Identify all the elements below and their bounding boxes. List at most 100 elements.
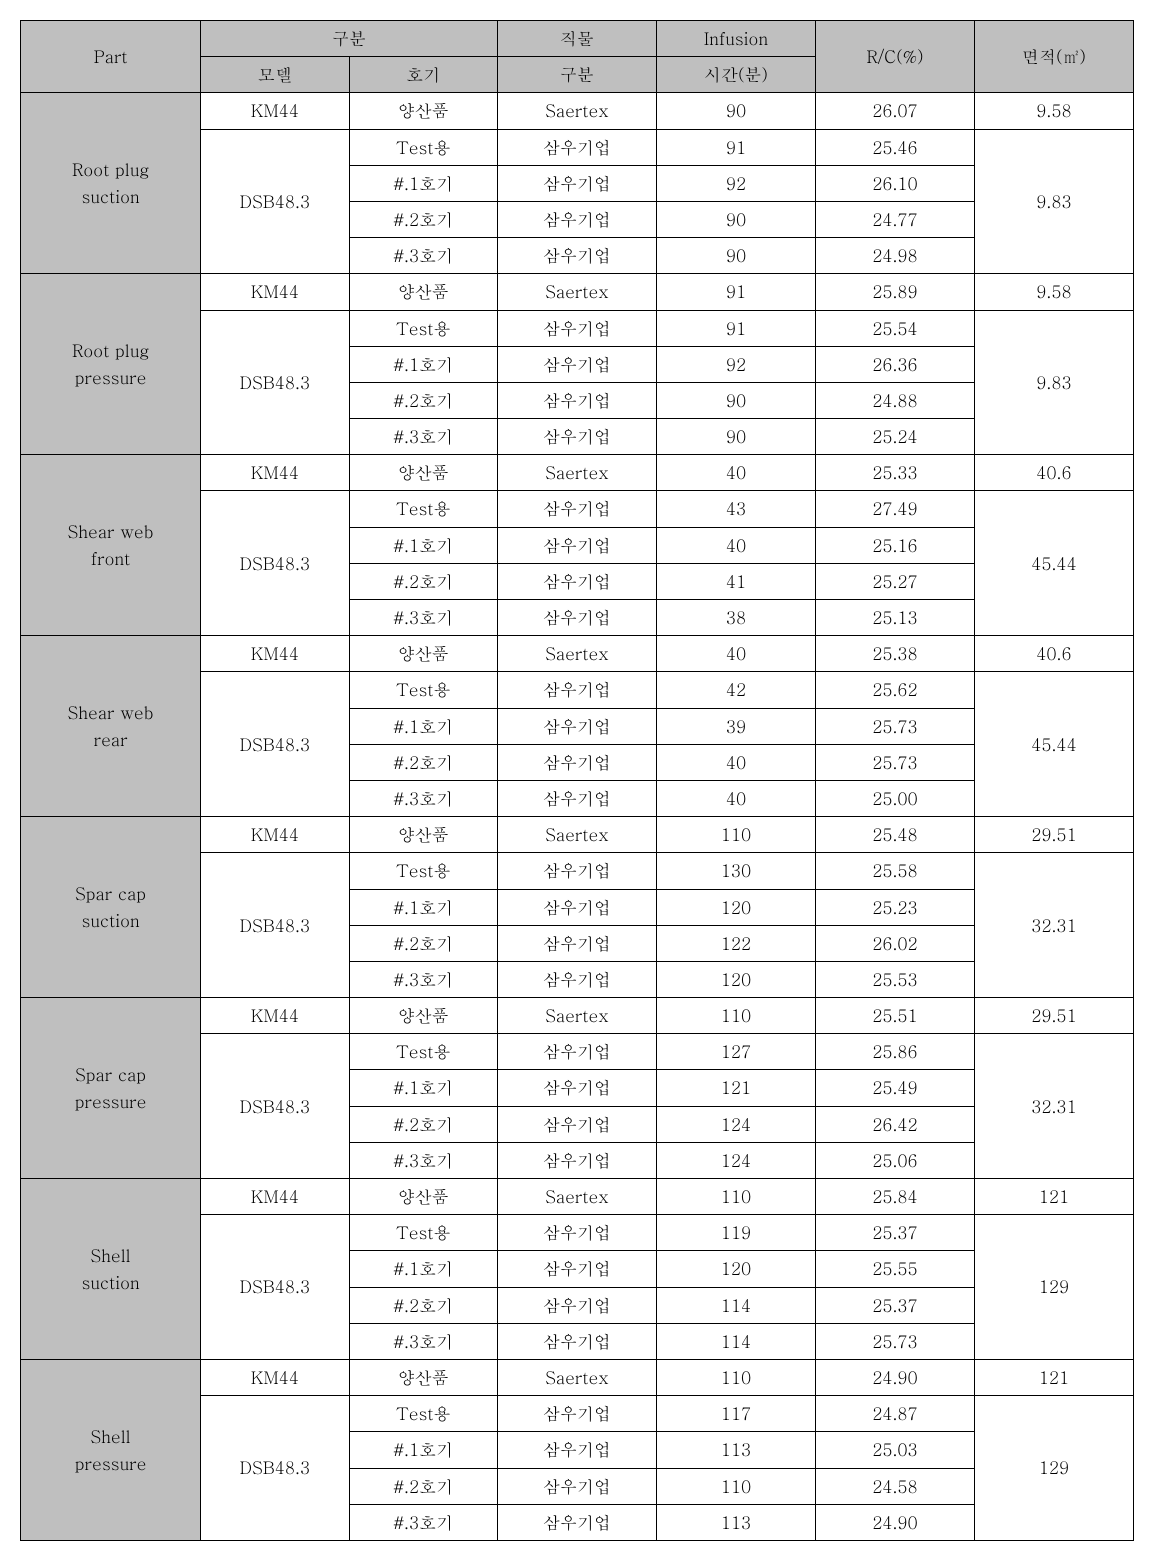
rc-cell: 25.55 [815, 1251, 974, 1287]
time-cell: 90 [656, 382, 815, 418]
area-cell: 29.51 [974, 998, 1133, 1034]
hogi-cell: #.2호기 [349, 563, 497, 599]
fabric-cell: 삼우기업 [497, 563, 656, 599]
hogi-cell: 양산품 [349, 636, 497, 672]
header-hogi: 호기 [349, 57, 497, 93]
hogi-cell: #.2호기 [349, 201, 497, 237]
part-name-cell: Root plugpressure [21, 274, 201, 455]
header-gubun: 구분 [201, 21, 498, 57]
fabric-cell: 삼우기업 [497, 1468, 656, 1504]
time-cell: 40 [656, 636, 815, 672]
hogi-cell: 양산품 [349, 998, 497, 1034]
hogi-cell: #.1호기 [349, 1070, 497, 1106]
hogi-cell: #.2호기 [349, 1106, 497, 1142]
fabric-cell: 삼우기업 [497, 1106, 656, 1142]
model-cell: KM44 [201, 1359, 349, 1395]
fabric-cell: 삼우기업 [497, 780, 656, 816]
hogi-cell: #.2호기 [349, 1287, 497, 1323]
hogi-cell: 양산품 [349, 1359, 497, 1395]
area-cell: 45.44 [974, 491, 1133, 636]
rc-cell: 25.54 [815, 310, 974, 346]
model-cell: KM44 [201, 455, 349, 491]
time-cell: 120 [656, 889, 815, 925]
model-cell: DSB48.3 [201, 1396, 349, 1541]
rc-cell: 27.49 [815, 491, 974, 527]
area-cell: 9.83 [974, 129, 1133, 274]
hogi-cell: #.1호기 [349, 1251, 497, 1287]
hogi-cell: #.3호기 [349, 1504, 497, 1540]
header-infusion-l2: 시간(분) [656, 57, 815, 93]
fabric-cell: 삼우기업 [497, 1142, 656, 1178]
fabric-cell: 삼우기업 [497, 925, 656, 961]
area-cell: 29.51 [974, 817, 1133, 853]
rc-cell: 25.86 [815, 1034, 974, 1070]
model-cell: KM44 [201, 274, 349, 310]
rc-cell: 26.02 [815, 925, 974, 961]
data-table: Part 구분 직물 Infusion R/C(%) 면적(㎡) 모델 호기 구… [20, 20, 1134, 1541]
area-cell: 9.83 [974, 310, 1133, 455]
time-cell: 110 [656, 1468, 815, 1504]
hogi-cell: Test용 [349, 129, 497, 165]
rc-cell: 24.98 [815, 238, 974, 274]
area-cell: 40.6 [974, 636, 1133, 672]
area-cell: 40.6 [974, 455, 1133, 491]
time-cell: 113 [656, 1504, 815, 1540]
time-cell: 110 [656, 1359, 815, 1395]
rc-cell: 25.37 [815, 1215, 974, 1251]
fabric-cell: 삼우기업 [497, 1432, 656, 1468]
fabric-cell: Saertex [497, 998, 656, 1034]
time-cell: 39 [656, 708, 815, 744]
fabric-cell: 삼우기업 [497, 1215, 656, 1251]
fabric-cell: 삼우기업 [497, 419, 656, 455]
fabric-cell: Saertex [497, 93, 656, 129]
model-cell: DSB48.3 [201, 129, 349, 274]
time-cell: 40 [656, 780, 815, 816]
model-cell: KM44 [201, 1179, 349, 1215]
fabric-cell: 삼우기업 [497, 310, 656, 346]
model-cell: DSB48.3 [201, 853, 349, 998]
rc-cell: 25.58 [815, 853, 974, 889]
time-cell: 42 [656, 672, 815, 708]
time-cell: 90 [656, 93, 815, 129]
fabric-cell: 삼우기업 [497, 1396, 656, 1432]
header-part: Part [21, 21, 201, 93]
rc-cell: 25.84 [815, 1179, 974, 1215]
fabric-cell: 삼우기업 [497, 382, 656, 418]
part-name-cell: Shear webrear [21, 636, 201, 817]
rc-cell: 24.58 [815, 1468, 974, 1504]
hogi-cell: Test용 [349, 491, 497, 527]
hogi-cell: #.1호기 [349, 346, 497, 382]
fabric-cell: Saertex [497, 274, 656, 310]
table-row: Root plugpressureKM44양산품Saertex9125.899.… [21, 274, 1134, 310]
time-cell: 43 [656, 491, 815, 527]
area-cell: 9.58 [974, 93, 1133, 129]
fabric-cell: 삼우기업 [497, 1323, 656, 1359]
rc-cell: 24.77 [815, 201, 974, 237]
part-name-cell: Shear webfront [21, 455, 201, 636]
table-row: ShellsuctionKM44양산품Saertex11025.84121 [21, 1179, 1134, 1215]
model-cell: KM44 [201, 636, 349, 672]
time-cell: 117 [656, 1396, 815, 1432]
rc-cell: 26.42 [815, 1106, 974, 1142]
hogi-cell: #.3호기 [349, 419, 497, 455]
hogi-cell: #.3호기 [349, 780, 497, 816]
rc-cell: 25.24 [815, 419, 974, 455]
fabric-cell: 삼우기업 [497, 527, 656, 563]
fabric-cell: 삼우기업 [497, 889, 656, 925]
header-fabric-l2: 구분 [497, 57, 656, 93]
time-cell: 90 [656, 238, 815, 274]
model-cell: DSB48.3 [201, 491, 349, 636]
time-cell: 119 [656, 1215, 815, 1251]
hogi-cell: #.3호기 [349, 600, 497, 636]
hogi-cell: #.3호기 [349, 1142, 497, 1178]
part-name-cell: Root plugsuction [21, 93, 201, 274]
hogi-cell: #.2호기 [349, 382, 497, 418]
time-cell: 124 [656, 1106, 815, 1142]
rc-cell: 26.10 [815, 165, 974, 201]
time-cell: 122 [656, 925, 815, 961]
fabric-cell: 삼우기업 [497, 1034, 656, 1070]
area-cell: 32.31 [974, 853, 1133, 998]
time-cell: 114 [656, 1287, 815, 1323]
rc-cell: 26.07 [815, 93, 974, 129]
hogi-cell: Test용 [349, 1215, 497, 1251]
